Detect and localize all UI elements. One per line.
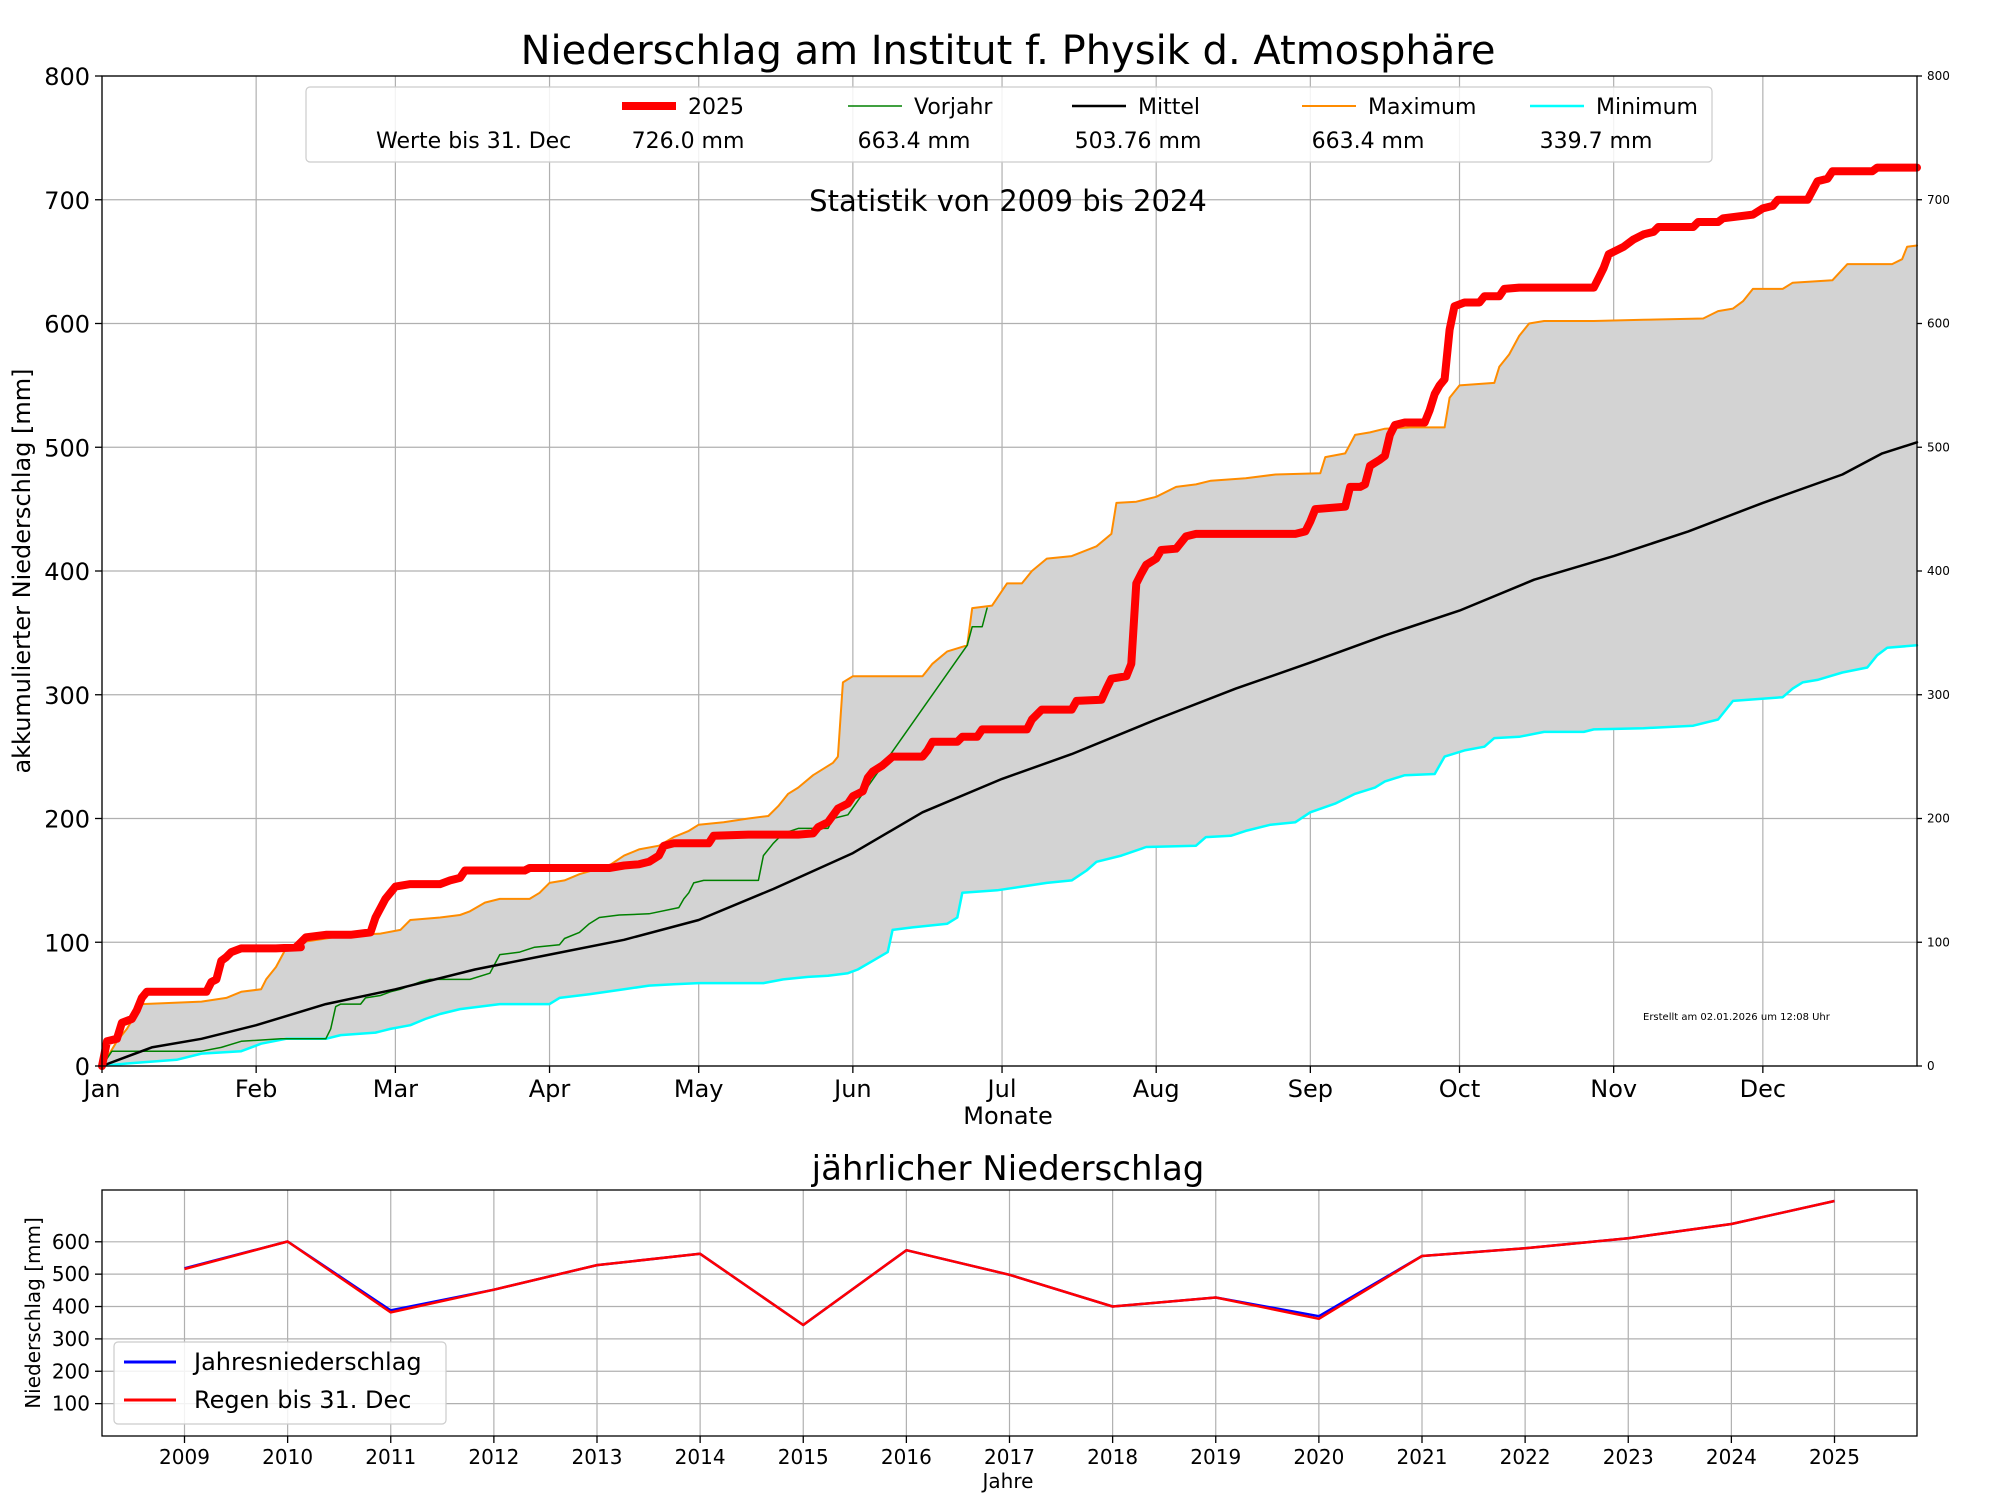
annual-y-tick-label: 200 <box>52 1359 90 1383</box>
legend-total-vorjahr: 663.4 mm <box>858 129 971 154</box>
series-line-maximum <box>101 244 1918 1067</box>
legend-name-vorjahr: Vorjahr <box>914 95 993 120</box>
main-series-lines <box>98 163 1921 1070</box>
annual-y-tick-label: 300 <box>52 1327 90 1351</box>
annual-x-tick-label: 2015 <box>778 1445 829 1469</box>
annual-x-tick-label: 2018 <box>1087 1445 1138 1469</box>
main-x-tick-label: Jun <box>832 1075 872 1103</box>
annual-series-line-1 <box>184 1199 1835 1327</box>
main-right-y-tick-label: 700 <box>1927 193 1950 207</box>
main-x-tick-label: Oct <box>1439 1075 1481 1103</box>
min-max-band-area <box>102 245 1917 1066</box>
main-y-tick-label: 300 <box>44 682 90 710</box>
main-y-tick-label: 0 <box>75 1053 90 1081</box>
main-right-y-tick-label: 200 <box>1927 812 1950 826</box>
main-y-tick-label: 500 <box>44 434 90 462</box>
annual-x-tick-label: 2014 <box>675 1445 726 1469</box>
main-right-y-tick-label: 0 <box>1927 1059 1935 1073</box>
main-x-axis-label: Monate <box>963 1102 1052 1130</box>
annual-legend-label-1: Regen bis 31. Dec <box>194 1386 411 1414</box>
annual-y-axis-label: Niederschlag [mm] <box>21 1217 45 1409</box>
legend-name-minimum: Minimum <box>1596 95 1698 120</box>
annual-x-tick-label: 2023 <box>1603 1445 1654 1469</box>
main-y-tick-label: 100 <box>44 929 90 957</box>
series-line-minimum <box>100 644 1919 1068</box>
legend-total-mittel: 503.76 mm <box>1075 129 1202 154</box>
main-x-tick-label: Sep <box>1288 1075 1333 1103</box>
main-axes: 0 0 100 100 200 200 300 300 400 400 500 500 600 600 70… <box>44 63 1950 1103</box>
created-annotation: Erstellt am 02.01.2026 um 12:08 Uhr <box>1643 1012 1831 1023</box>
annual-axes: 100 200 300 400 500 600 2009 2010 2011 2012 2013 20… <box>52 1230 1860 1469</box>
main-x-tick-label: Feb <box>235 1075 278 1103</box>
min-max-band <box>102 245 1917 1066</box>
annual-y-tick-label: 400 <box>52 1295 90 1319</box>
main-right-y-tick-label: 300 <box>1927 688 1950 702</box>
statistics-subtitle: Statistik von 2009 bis 2024 <box>809 184 1207 218</box>
annual-legend: Jahresniederschlag Regen bis 31. Dec <box>113 1341 447 1425</box>
annual-x-tick-label: 2009 <box>159 1445 210 1469</box>
legend-total-minimum: 339.7 mm <box>1540 129 1653 154</box>
annual-series-lines <box>184 1199 1835 1327</box>
legend-total-maximum: 663.4 mm <box>1312 129 1425 154</box>
annual-legend-box <box>113 1341 447 1425</box>
main-y-tick-label: 600 <box>44 311 90 339</box>
annual-x-tick-label: 2012 <box>468 1445 519 1469</box>
main-right-y-tick-label: 500 <box>1927 440 1950 454</box>
main-y-axis-label: akkumulierter Niederschlag [mm] <box>8 368 36 773</box>
main-y-tick-label: 400 <box>44 558 90 586</box>
legend-total-2025: 726.0 mm <box>632 129 745 154</box>
annual-x-tick-label: 2022 <box>1500 1445 1551 1469</box>
main-legend: Werte bis 31. Dec 2025 726.0 mm Vorjahr 663… <box>305 86 1713 163</box>
main-x-tick-label: Jan <box>82 1075 121 1103</box>
annual-x-tick-label: 2024 <box>1706 1445 1757 1469</box>
main-x-tick-label: Apr <box>529 1075 571 1103</box>
series-line-2025 <box>98 163 1921 1070</box>
annual-x-tick-label: 2025 <box>1809 1445 1860 1469</box>
main-right-y-tick-label: 800 <box>1927 69 1950 83</box>
main-x-tick-label: Jul <box>986 1075 1017 1103</box>
annual-x-axis-label: Jahre <box>981 1469 1034 1493</box>
main-x-tick-label: Aug <box>1133 1075 1180 1103</box>
main-x-tick-label: Dec <box>1740 1075 1786 1103</box>
main-right-y-tick-label: 100 <box>1927 935 1950 949</box>
annual-x-tick-label: 2021 <box>1397 1445 1448 1469</box>
annual-legend-label-0: Jahresniederschlag <box>192 1348 422 1376</box>
annual-y-tick-label: 500 <box>52 1262 90 1286</box>
annual-x-tick-label: 2010 <box>262 1445 313 1469</box>
legend-row-label: Werte bis 31. Dec <box>376 129 571 154</box>
main-x-tick-label: May <box>674 1075 724 1103</box>
main-y-tick-label: 200 <box>44 806 90 834</box>
main-x-tick-label: Nov <box>1590 1075 1637 1103</box>
legend-name-mittel: Mittel <box>1138 95 1200 120</box>
annual-x-tick-label: 2016 <box>881 1445 932 1469</box>
main-x-tick-label: Mar <box>373 1075 418 1103</box>
legend-name-2025: 2025 <box>688 95 744 120</box>
annual-x-tick-label: 2017 <box>984 1445 1035 1469</box>
main-y-tick-label: 800 <box>44 63 90 91</box>
annual-x-tick-label: 2019 <box>1190 1445 1241 1469</box>
annual-y-tick-label: 100 <box>52 1392 90 1416</box>
main-chart-title: Niederschlag am Institut f. Physik d. At… <box>521 28 1496 74</box>
series-line-mittel <box>100 441 1919 1068</box>
annual-chart-title: jährlicher Niederschlag <box>811 1149 1205 1189</box>
annual-x-tick-label: 2011 <box>365 1445 416 1469</box>
main-right-y-tick-label: 400 <box>1927 564 1950 578</box>
annual-chart: jährlicher Niederschlag 100 200 300 400 500 6… <box>21 1149 1918 1493</box>
annual-x-tick-label: 2020 <box>1293 1445 1344 1469</box>
main-right-y-tick-label: 600 <box>1927 317 1950 331</box>
main-y-tick-label: 700 <box>44 187 90 215</box>
annual-y-tick-label: 600 <box>52 1230 90 1254</box>
annual-x-tick-label: 2013 <box>572 1445 623 1469</box>
legend-name-maximum: Maximum <box>1368 95 1476 120</box>
cumulative-chart: Niederschlag am Institut f. Physik d. At… <box>8 28 1950 1130</box>
